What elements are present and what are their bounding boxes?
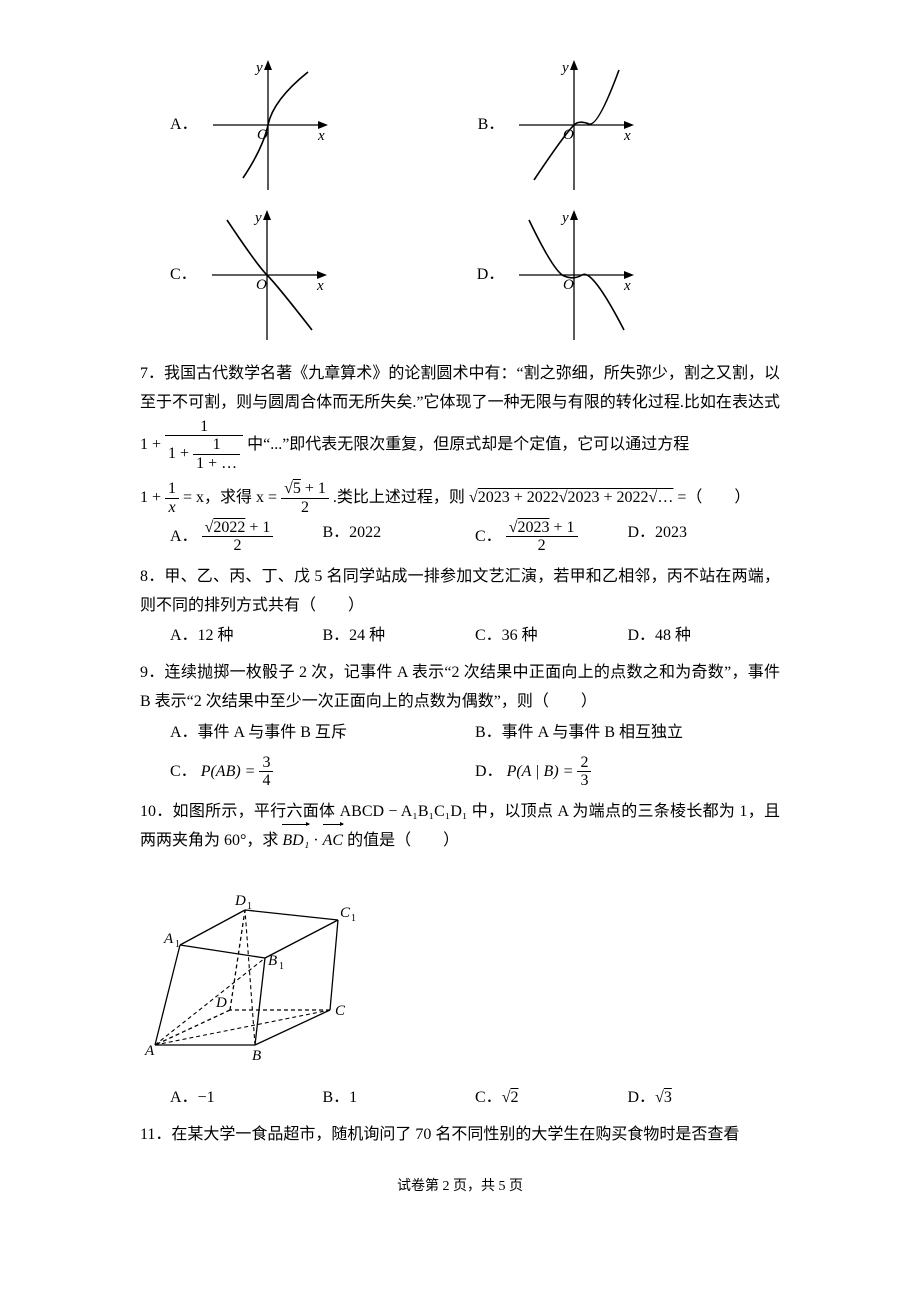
q10-figure: A B C D A1 B1 C1 D1 xyxy=(140,865,780,1076)
svg-text:1: 1 xyxy=(351,913,356,924)
page-footer: 试卷第 2 页，共 5 页 xyxy=(140,1174,780,1199)
graph-option-b: B． O x y xyxy=(478,60,635,190)
graph-option-c: C． O x y xyxy=(170,210,327,340)
q7-eq1: 1 + 1 x = x，求得 x = √5 + 1 2 xyxy=(140,489,333,506)
svg-text:y: y xyxy=(253,210,262,226)
q9-options-2: C． P(AB) = 34 D． P(A | B) = 23 xyxy=(140,754,780,790)
svg-text:x: x xyxy=(623,278,631,294)
svg-text:O: O xyxy=(256,277,267,293)
svg-text:A: A xyxy=(144,1043,155,1059)
svg-text:x: x xyxy=(316,278,324,294)
q7-opt-c: C． √2023 + 12 xyxy=(475,519,628,555)
graph-row-2: C． O x y D． O x y xyxy=(140,210,780,340)
q8-opt-d: D．48 种 xyxy=(628,622,781,651)
graph-label-d: D． xyxy=(477,261,505,290)
svg-text:D: D xyxy=(234,893,246,909)
graph-svg-b: O x y xyxy=(514,60,634,190)
svg-text:1: 1 xyxy=(279,961,284,972)
question-7: 7．我国古代数学名著《九章算术》的论割圆术中有：“割之弥细，所失弥少，割之又割，… xyxy=(140,360,780,472)
graph-svg-a: O x y xyxy=(208,60,328,190)
q10-opt-a: A．−1 xyxy=(170,1084,323,1113)
graph-row-1: A． O x y B． O x y xyxy=(140,60,780,190)
q10-options: A．−1 B．1 C．√2 D．√3 xyxy=(140,1084,780,1113)
q8-opt-a: A．12 种 xyxy=(170,622,323,651)
svg-text:C: C xyxy=(340,905,351,921)
graph-svg-d: O x y xyxy=(514,210,634,340)
question-8: 8．甲、乙、丙、丁、戊 5 名同学站成一排参加文艺汇演，若甲和乙相邻，丙不站在两… xyxy=(140,563,780,621)
svg-text:O: O xyxy=(563,277,574,293)
q7-text1: 7．我国古代数学名著《九章算术》的论割圆术中有：“割之弥细，所失弥少，割之又割，… xyxy=(140,365,780,411)
q10-opt-d: D．√3 xyxy=(628,1084,781,1113)
q7-text3: .类比上述过程，则 xyxy=(333,489,465,506)
q7-expr1: 1 + 1 1 + 1 1 + … xyxy=(140,436,247,453)
graph-label-c: C． xyxy=(170,261,197,290)
q7-opt-b: B．2022 xyxy=(323,519,476,555)
svg-text:C: C xyxy=(335,1003,346,1019)
q10-opt-b: B．1 xyxy=(323,1084,476,1113)
svg-text:1: 1 xyxy=(175,939,180,950)
graph-label-a: A． xyxy=(170,111,198,140)
q9-opt-d: D． P(A | B) = 23 xyxy=(475,754,780,790)
vec-bd1: BD₁ xyxy=(282,827,309,856)
question-9: 9．连续抛掷一枚骰子 2 次，记事件 A 表示“2 次结果中正面向上的点数之和为… xyxy=(140,659,780,717)
q9-opt-b: B．事件 A 与事件 B 相互独立 xyxy=(475,719,780,748)
q7-opt-a: A． √2022 + 12 xyxy=(170,519,323,555)
q7-tail: =（ ） xyxy=(677,489,750,506)
q8-options: A．12 种 B．24 种 C．36 种 D．48 种 xyxy=(140,622,780,651)
q7-text2: 中“...”即代表无限次重复，但原式却是个定值，它可以通过方程 xyxy=(247,436,689,453)
svg-text:B: B xyxy=(252,1048,261,1064)
svg-text:B: B xyxy=(268,953,277,969)
q7-options: A． √2022 + 12 B．2022 C． √2023 + 12 D．202… xyxy=(140,519,780,555)
q9-opt-a: A．事件 A 与事件 B 互斥 xyxy=(170,719,475,748)
graph-option-d: D． O x y xyxy=(477,210,635,340)
svg-text:y: y xyxy=(560,60,569,76)
vec-ac: AC xyxy=(323,827,343,856)
parallelepiped-svg: A B C D A1 B1 C1 D1 xyxy=(140,865,360,1065)
svg-text:y: y xyxy=(254,60,263,76)
graph-svg-c: O x y xyxy=(207,210,327,340)
q9-options-1: A．事件 A 与事件 B 互斥 B．事件 A 与事件 B 相互独立 xyxy=(140,719,780,748)
graph-option-a: A． O x y xyxy=(170,60,328,190)
svg-text:x: x xyxy=(317,128,325,144)
q7-line2: 1 + 1 x = x，求得 x = √5 + 1 2 .类比上述过程，则 √2… xyxy=(140,480,780,516)
q9-opt-c: C． P(AB) = 34 xyxy=(170,754,475,790)
svg-text:1: 1 xyxy=(247,901,252,912)
svg-text:D: D xyxy=(215,995,227,1011)
svg-text:A: A xyxy=(163,931,174,947)
question-11: 11．在某大学一食品超市，随机询问了 70 名不同性别的大学生在购买食物时是否查… xyxy=(140,1121,780,1150)
q8-opt-b: B．24 种 xyxy=(323,622,476,651)
q10-opt-c: C．√2 xyxy=(475,1084,628,1113)
q7-opt-d: D．2023 xyxy=(628,519,781,555)
svg-text:x: x xyxy=(623,128,631,144)
graph-label-b: B． xyxy=(478,111,505,140)
question-10: 10．如图所示，平行六面体 ABCD − A₁B₁C₁D₁ 中，以顶点 A 为端… xyxy=(140,798,780,856)
svg-text:y: y xyxy=(560,210,569,226)
q7-nested: √2023 + 2022√2023 + 2022√… xyxy=(469,489,677,506)
q8-opt-c: C．36 种 xyxy=(475,622,628,651)
